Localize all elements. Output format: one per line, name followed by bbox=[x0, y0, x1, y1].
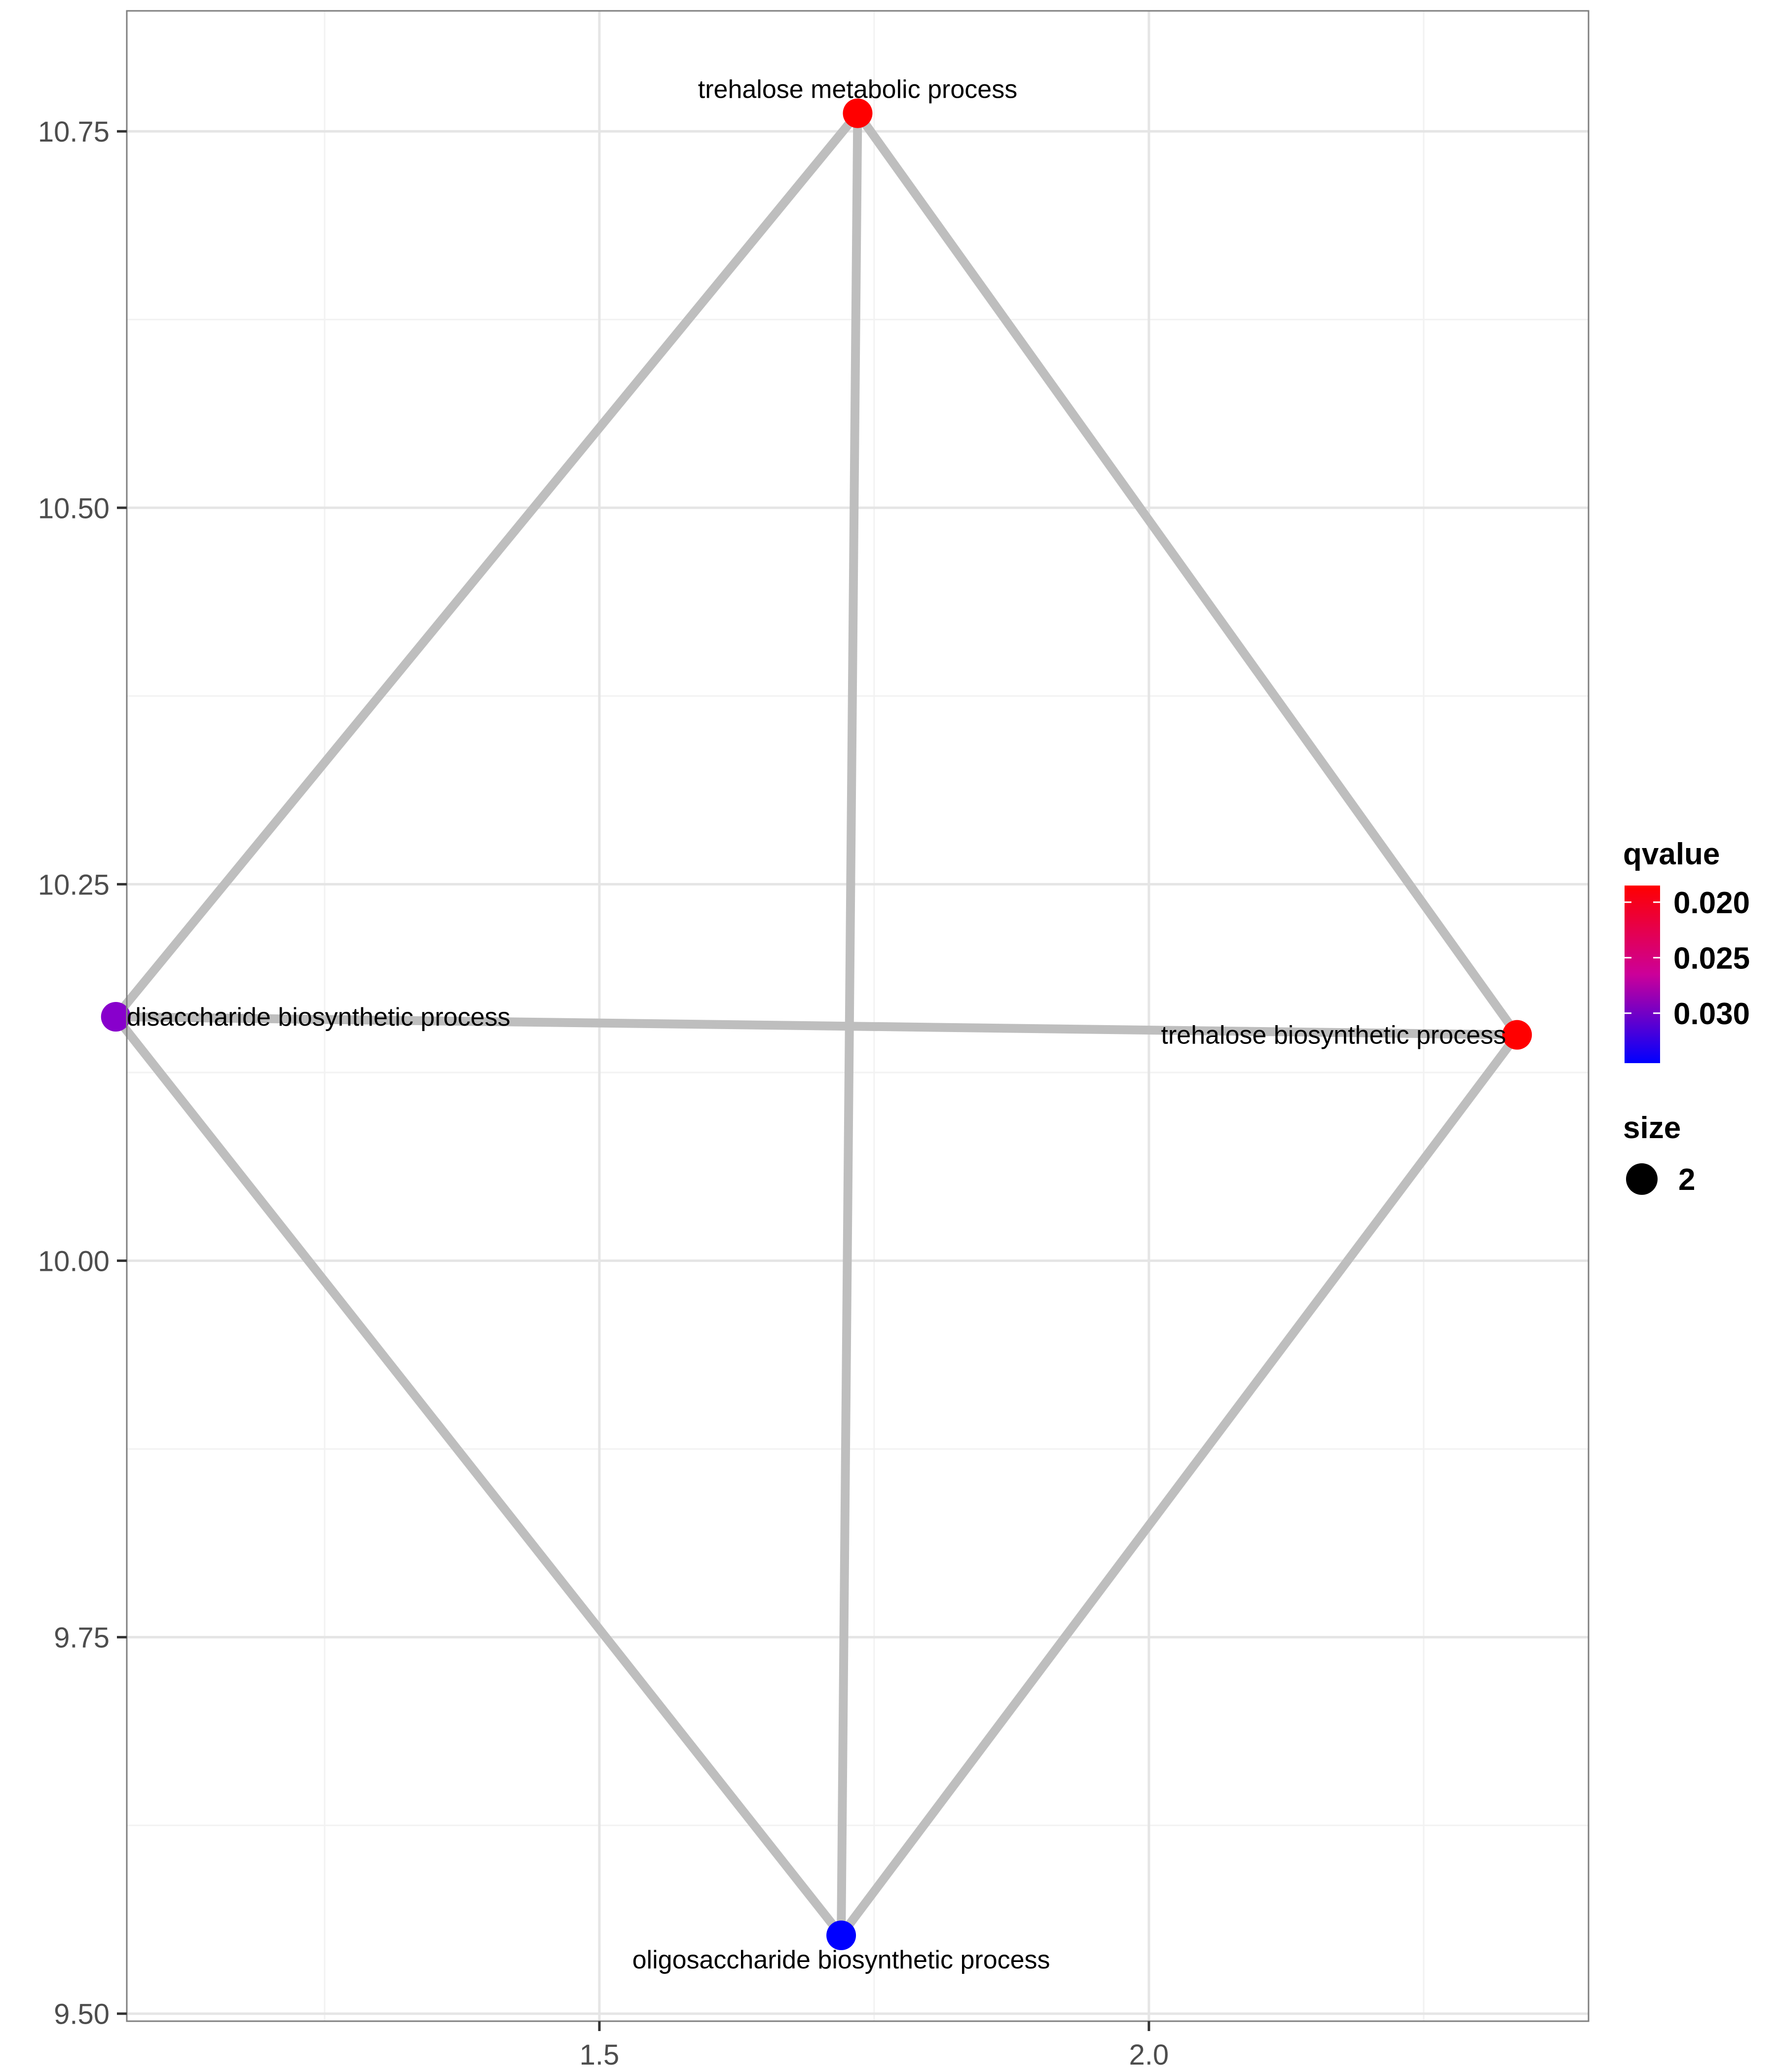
node-label-dbp: disaccharide biosynthetic process bbox=[127, 1003, 511, 1032]
legend-size-label: 2 bbox=[1678, 1163, 1695, 1197]
y-tick-label: 10.50 bbox=[38, 492, 110, 524]
legend-break-label: 0.030 bbox=[1673, 997, 1750, 1031]
node-label-obp: oligosaccharide biosynthetic process bbox=[632, 1946, 1050, 1974]
node-tbp bbox=[1502, 1020, 1532, 1050]
y-tick-label: 9.75 bbox=[54, 1622, 110, 1654]
edge-dbp-tbp bbox=[111, 1012, 1522, 1039]
node-tmp bbox=[843, 98, 873, 128]
legend-break-label: 0.020 bbox=[1673, 886, 1750, 920]
y-tick-label: 9.50 bbox=[54, 1998, 110, 2031]
y-tick-label: 10.25 bbox=[38, 869, 110, 901]
node-labels: trehalose metabolic process disaccharide … bbox=[127, 75, 1506, 1974]
x-tick-label: 1.5 bbox=[580, 2039, 620, 2071]
legend-size-key bbox=[1626, 1163, 1658, 1195]
node-dbp bbox=[101, 1002, 131, 1032]
edge-tbp-obp bbox=[837, 1030, 1522, 1940]
legend-color-title: qvalue bbox=[1623, 837, 1720, 871]
axes: 1.5 2.0 9.50 9.75 10.00 10.25 10.50 10.75 bbox=[38, 116, 1169, 2071]
legend-size-title: size bbox=[1623, 1111, 1681, 1145]
edge-tmp-dbp bbox=[111, 109, 862, 1022]
y-tick-label: 10.00 bbox=[38, 1246, 110, 1278]
node-obp bbox=[826, 1921, 856, 1951]
edge-tmp-tbp bbox=[853, 109, 1522, 1039]
legend-break-label: 0.025 bbox=[1673, 941, 1750, 975]
nodes bbox=[101, 98, 1532, 1951]
node-label-tmp: trehalose metabolic process bbox=[698, 75, 1017, 104]
legend-colorbar bbox=[1625, 886, 1660, 1063]
edges bbox=[111, 109, 1522, 1940]
x-tick-label: 2.0 bbox=[1129, 2039, 1169, 2071]
node-label-tbp: trehalose biosynthetic process bbox=[1161, 1021, 1506, 1050]
plot-border bbox=[126, 10, 1590, 2022]
edge-dbp-obp bbox=[111, 1012, 846, 1940]
legend: qvalue 0.020 0.025 0.030 size 2 bbox=[1623, 837, 1750, 1197]
y-tick-label: 10.75 bbox=[38, 116, 110, 148]
